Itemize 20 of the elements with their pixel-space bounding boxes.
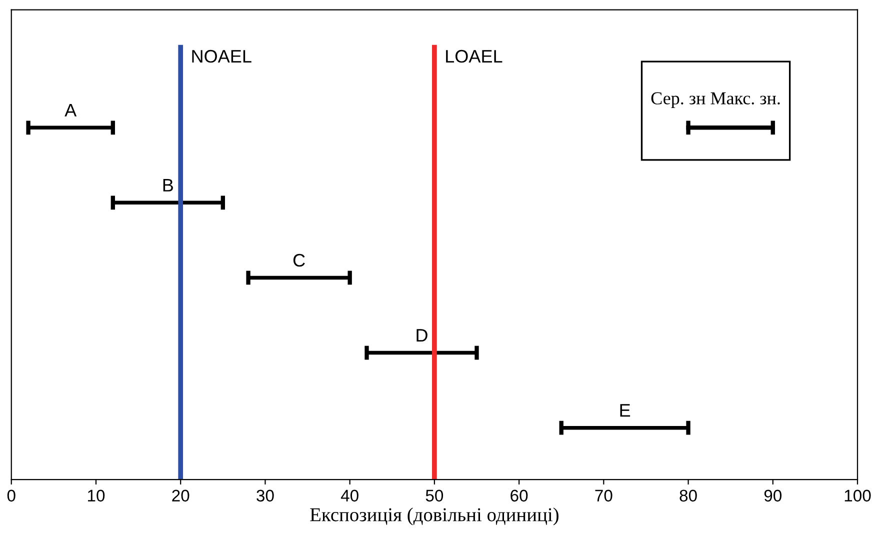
x-tick-label: 80: [680, 490, 697, 502]
y-tick-label: E: [620, 404, 630, 417]
x-tick-label: 30: [256, 490, 274, 502]
y-tick-label: A: [64, 104, 77, 116]
y-tick-label: B: [163, 179, 173, 192]
y-tick-label: C: [293, 254, 305, 267]
y-tick-label: D: [416, 329, 428, 342]
x-tick-label: 20: [172, 490, 190, 502]
ref-line-label: NOAEL: [192, 50, 252, 63]
annotation: Сер. зн Макс. зн.: [651, 92, 780, 108]
x-tick-label: 50: [426, 490, 444, 502]
ref-line-label: LOAEL: [446, 50, 502, 63]
x-axis-title: Експозиція (довільні одиниці): [310, 508, 558, 526]
x-tick-label: 90: [764, 490, 782, 502]
x-tick-label: 40: [340, 490, 358, 502]
x-tick-label: 60: [510, 490, 528, 502]
x-tick-label: 70: [595, 490, 612, 502]
x-tick-label: 100: [844, 490, 871, 502]
x-tick-label: 0: [7, 490, 16, 502]
x-tick-label: 10: [88, 490, 105, 502]
